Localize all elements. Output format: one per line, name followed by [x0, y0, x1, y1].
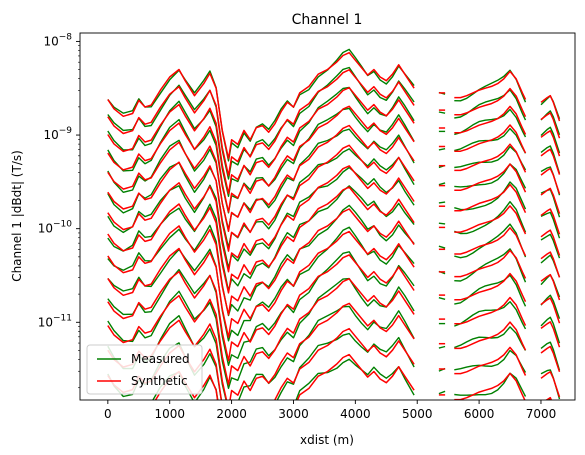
- measured-line: [438, 345, 446, 349]
- synthetic-line: [107, 208, 415, 316]
- measured-line: [540, 233, 561, 259]
- synthetic-line: [107, 144, 415, 252]
- x-tick-label: 7000: [526, 407, 557, 421]
- measured-line: [438, 390, 446, 395]
- synthetic-line: [540, 371, 561, 398]
- synthetic-line: [107, 278, 415, 386]
- synthetic-line: [540, 130, 561, 157]
- synthetic-line: [107, 51, 415, 160]
- synthetic-line: [454, 105, 527, 135]
- synthetic-line: [107, 86, 415, 195]
- synthetic-line: [454, 70, 527, 100]
- measured-line: [107, 251, 415, 366]
- y-axis-label: Channel 1 |dBdt| (T/s): [10, 150, 24, 282]
- measured-line: [454, 223, 527, 259]
- synthetic-line: [454, 249, 527, 279]
- synthetic-line: [107, 230, 415, 339]
- measured-line: [107, 107, 415, 214]
- measured-line: [540, 126, 561, 154]
- y-tick-label: 10−8: [43, 32, 72, 48]
- synthetic-line: [540, 148, 561, 175]
- synthetic-line: [454, 227, 527, 257]
- measured-line: [107, 305, 415, 400]
- synthetic-line: [454, 163, 527, 193]
- x-tick-label: 5000: [402, 407, 433, 421]
- measured-line: [438, 201, 446, 204]
- chart-title: Channel 1: [292, 12, 363, 28]
- x-tick-label: 6000: [464, 407, 495, 421]
- y-tick-label: 10−11: [38, 313, 72, 329]
- measured-line: [438, 148, 446, 151]
- synthetic-line: [540, 208, 561, 235]
- measured-line: [438, 182, 446, 186]
- x-axis: 0 1000 2000 3000 4000 5000 6000 7000: [104, 400, 556, 421]
- measured-line: [454, 326, 527, 351]
- synthetic-line: [540, 112, 561, 139]
- plot-frame: [79, 32, 576, 401]
- synthetic-line: [545, 396, 553, 400]
- measured-line: [454, 108, 527, 138]
- synthetic-line: [540, 187, 561, 214]
- synthetic-line: [107, 124, 415, 233]
- synthetic-line: [107, 69, 415, 177]
- legend-measured-label: Measured: [131, 352, 190, 366]
- measured-line: [540, 341, 561, 371]
- synthetic-line: [540, 167, 561, 195]
- legend-synthetic-label: Synthetic: [131, 374, 188, 388]
- x-tick-label: 2000: [216, 407, 247, 421]
- synthetic-line: [454, 272, 527, 303]
- synthetic-line: [540, 273, 561, 301]
- measured-line: [107, 66, 415, 180]
- y-axis: 10−11 10−10 10−9 10−8: [38, 32, 80, 389]
- synthetic-line: [454, 205, 527, 235]
- synthetic-line: [540, 297, 561, 324]
- synthetic-line: [107, 165, 415, 273]
- measured-line: [438, 297, 446, 300]
- y-tick-label: 10−9: [43, 126, 72, 142]
- synthetic-line: [454, 321, 527, 351]
- x-tick-label: 3000: [278, 407, 309, 421]
- x-tick-label: 0: [104, 407, 112, 421]
- synthetic-line: [107, 302, 415, 400]
- synthetic-line: [454, 87, 527, 118]
- measured-line: [438, 245, 446, 249]
- synthetic-line: [540, 321, 561, 348]
- synthetic-line: [454, 124, 527, 154]
- synthetic-line: [107, 105, 415, 213]
- synthetic-line: [454, 296, 527, 326]
- measured-line: [540, 211, 561, 239]
- synthetic-line: [107, 254, 415, 362]
- synthetic-line: [540, 94, 561, 122]
- synthetic-line: [454, 183, 527, 214]
- measured-line: [107, 166, 415, 269]
- measured-line: [438, 111, 446, 114]
- measured-line: [454, 301, 527, 330]
- x-axis-label: xdist (m): [300, 433, 354, 447]
- synthetic-line: [540, 229, 561, 256]
- legend: Measured Synthetic: [86, 344, 203, 395]
- measured-line: [454, 372, 527, 397]
- x-tick-label: 1000: [154, 407, 185, 421]
- synthetic-line: [454, 143, 527, 173]
- x-tick-label: 4000: [340, 407, 371, 421]
- measured-line: [540, 316, 561, 344]
- synthetic-line: [540, 251, 561, 278]
- synthetic-line: [454, 346, 527, 376]
- y-tick-label: 10−10: [38, 220, 73, 236]
- series-layer: [107, 48, 561, 400]
- synthetic-line: [107, 186, 415, 294]
- synthetic-line: [540, 345, 561, 373]
- measured-line: [454, 163, 527, 189]
- synthetic-line: [454, 372, 526, 400]
- measured-line: [438, 222, 446, 225]
